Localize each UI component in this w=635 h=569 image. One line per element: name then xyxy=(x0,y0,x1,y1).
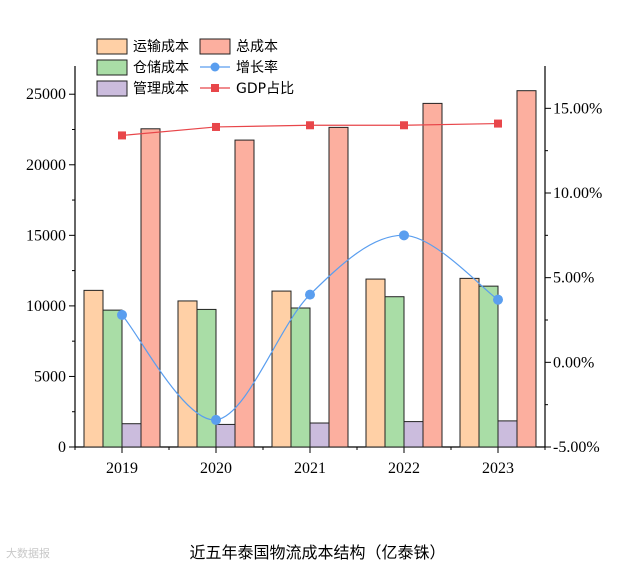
bar-仓储成本-2021 xyxy=(290,307,311,448)
bar-管理成本-2021 xyxy=(309,422,330,448)
y-tick-label: 15000 xyxy=(26,227,66,244)
point-增长率-2022 xyxy=(399,230,409,241)
legend-swatch xyxy=(96,80,128,97)
y-tick-label: 20000 xyxy=(26,157,66,174)
bar-管理成本-2023 xyxy=(497,420,518,448)
bar-仓储成本-2023 xyxy=(478,285,499,448)
bar-总成本-2020 xyxy=(234,139,255,448)
bar-仓储成本-2022 xyxy=(384,296,405,448)
point-增长率-2019 xyxy=(117,309,127,320)
x-tick-label: 2019 xyxy=(106,460,138,477)
point-增长率-2021 xyxy=(305,289,315,300)
bar-仓储成本-2020 xyxy=(196,308,217,448)
chart: 0 5000 10000 15000 20000 25000 -5.00% 0.00% 5.00… xyxy=(26,38,602,477)
y-tick-label: 0 xyxy=(58,439,66,456)
legend-marker xyxy=(211,84,219,92)
legend-label: 增长率 xyxy=(236,59,278,76)
bar-运输成本-2021 xyxy=(271,290,292,448)
legend-label: GDP占比 xyxy=(236,81,294,97)
bar-总成本-2023 xyxy=(516,90,537,448)
bar-管理成本-2019 xyxy=(121,423,142,448)
y-tick-label: 5000 xyxy=(34,368,66,385)
y2-tick-label: 15.00% xyxy=(553,100,602,117)
y-tick-label: 25000 xyxy=(26,86,66,103)
point-GDP占比-2021 xyxy=(306,121,314,130)
y2-tick-label: 5.00% xyxy=(553,270,594,287)
legend-item-仓储成本: 仓储成本 xyxy=(96,59,189,76)
bar-总成本-2021 xyxy=(328,126,349,448)
bar-管理成本-2022 xyxy=(403,421,424,448)
point-GDP占比-2020 xyxy=(212,122,220,131)
y2-tick-label: 0.00% xyxy=(553,354,594,371)
point-增长率-2023 xyxy=(493,294,503,305)
x-tick-label: 2022 xyxy=(388,460,420,477)
legend-label: 仓储成本 xyxy=(133,60,189,76)
legend-item-管理成本: 管理成本 xyxy=(96,80,189,97)
legend-label: 管理成本 xyxy=(133,81,189,97)
bar-总成本-2019 xyxy=(140,128,161,448)
legend-label: 运输成本 xyxy=(133,39,189,55)
x-tick-label: 2023 xyxy=(482,460,514,477)
plot-area: 0 5000 10000 15000 20000 25000 -5.00% 0.00% 5.00… xyxy=(26,66,602,477)
chart-title: 近五年泰国物流成本结构（亿泰铢） xyxy=(189,543,446,562)
bar-管理成本-2020 xyxy=(215,423,236,448)
legend-item-增长率: 增长率 xyxy=(200,59,278,76)
legend-label: 总成本 xyxy=(236,39,278,55)
point-GDP占比-2019 xyxy=(118,131,126,140)
bar-运输成本-2022 xyxy=(365,278,386,448)
legend-swatch xyxy=(199,38,231,55)
point-GDP占比-2023 xyxy=(494,119,502,128)
bar-运输成本-2019 xyxy=(83,289,104,448)
legend-item-GDP占比: GDP占比 xyxy=(200,81,294,97)
watermark: 大数据报 xyxy=(6,547,50,560)
legend-swatch xyxy=(96,59,128,76)
x-tick-label: 2021 xyxy=(294,460,326,477)
legend-marker xyxy=(210,62,220,72)
y2-tick-label: -5.00% xyxy=(553,439,600,456)
legend-item-运输成本: 运输成本 xyxy=(96,38,189,55)
bar-运输成本-2023 xyxy=(459,277,480,448)
y-tick-label: 10000 xyxy=(26,298,66,315)
x-tick-label: 2020 xyxy=(200,460,232,477)
bar-仓储成本-2019 xyxy=(102,309,123,448)
y2-tick-label: 10.00% xyxy=(553,185,602,202)
point-增长率-2020 xyxy=(211,414,221,425)
legend-swatch xyxy=(96,38,128,55)
line-增长率 xyxy=(121,234,499,421)
point-GDP占比-2022 xyxy=(400,121,408,130)
legend-item-总成本: 总成本 xyxy=(199,38,278,55)
bar-总成本-2022 xyxy=(422,102,443,448)
bar-运输成本-2020 xyxy=(177,300,198,448)
